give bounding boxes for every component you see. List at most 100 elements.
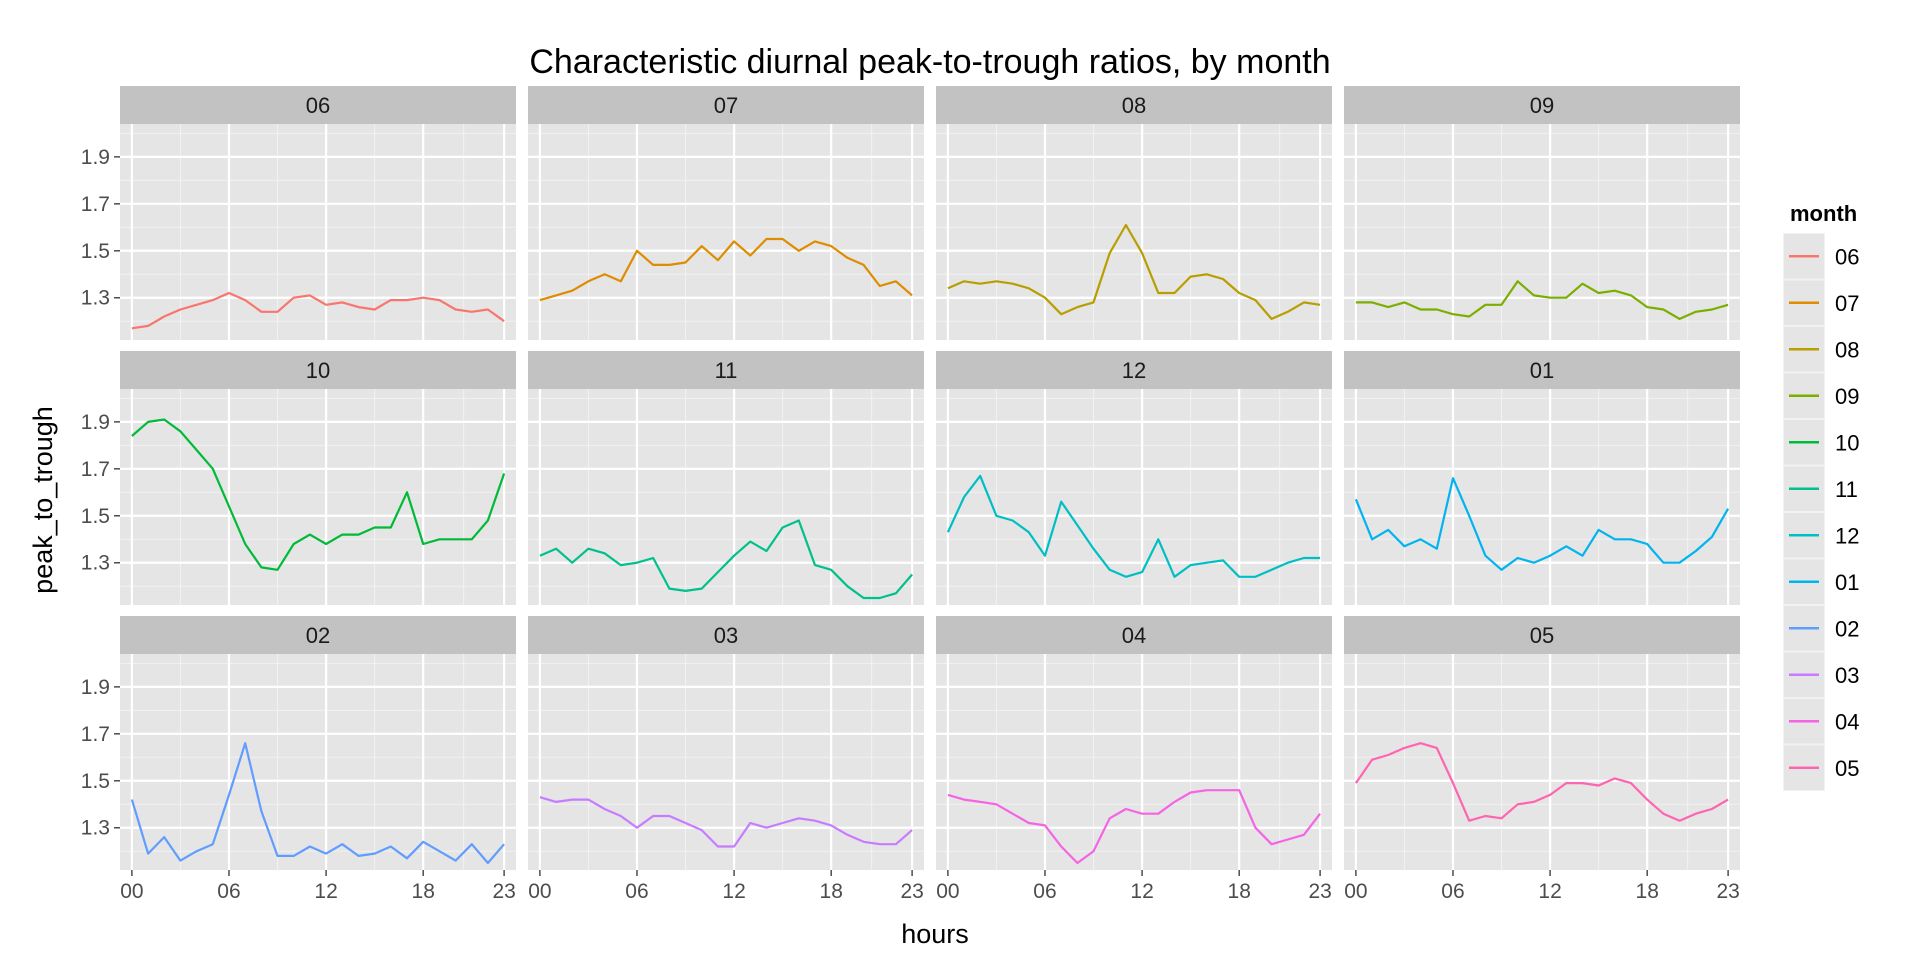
x-tick-label: 18 xyxy=(412,880,435,903)
legend-label: 03 xyxy=(1835,663,1859,688)
legend-title: month xyxy=(1790,201,1857,226)
facet-panel-07: 07 xyxy=(528,86,924,340)
legend-label: 06 xyxy=(1835,244,1859,269)
facet-panel-06: 06 xyxy=(120,86,516,340)
panel-background xyxy=(936,654,1332,870)
facet-strip xyxy=(528,616,924,654)
x-tick-label: 18 xyxy=(1228,880,1251,903)
legend-label: 04 xyxy=(1835,709,1859,734)
facet-strip xyxy=(936,86,1332,124)
panel-background xyxy=(528,124,924,340)
panel-background xyxy=(528,389,924,605)
legend-label: 02 xyxy=(1835,616,1859,641)
panel-background xyxy=(1344,389,1740,605)
y-axis-title: peak_to_trough xyxy=(28,406,58,594)
panel-background xyxy=(120,389,516,605)
x-tick-label: 06 xyxy=(625,880,648,903)
x-tick-label: 12 xyxy=(1130,880,1153,903)
panel-background xyxy=(1344,654,1740,870)
facet-panels: 06 07 08 09 10 11 12 01 02 03 04 05 xyxy=(120,86,1740,870)
facet-strip-label: 03 xyxy=(714,623,738,648)
series-line-02 xyxy=(130,742,505,865)
facet-strip-label: 09 xyxy=(1530,93,1554,118)
facet-strip xyxy=(120,351,516,389)
facet-strip xyxy=(1344,86,1740,124)
series-line-11 xyxy=(539,519,913,600)
chart-title: Characteristic diurnal peak-to-trough ra… xyxy=(529,43,1330,81)
series-line-09 xyxy=(1355,280,1729,320)
legend-label: 09 xyxy=(1835,384,1859,409)
series-line-08 xyxy=(947,223,1321,320)
x-tick-label: 12 xyxy=(1538,880,1561,903)
facet-strip-label: 04 xyxy=(1122,623,1146,648)
y-tick-label: 1.5 xyxy=(81,505,110,528)
panel-background xyxy=(120,124,516,340)
panel-background xyxy=(120,654,516,870)
x-tick-label: 00 xyxy=(120,880,143,903)
legend-label: 12 xyxy=(1835,523,1859,548)
facet-panel-11: 11 xyxy=(528,351,924,605)
x-tick-label: 06 xyxy=(1033,880,1056,903)
series-line-10 xyxy=(131,418,506,571)
y-tick-label: 1.3 xyxy=(81,287,110,310)
y-tick-label: 1.3 xyxy=(81,817,110,840)
x-tick-label: 06 xyxy=(217,880,240,903)
facet-strip xyxy=(120,86,516,124)
legend-keys-background xyxy=(1783,233,1825,791)
facet-strip-label: 08 xyxy=(1122,93,1146,118)
facet-strip-label: 07 xyxy=(714,93,738,118)
legend-label: 01 xyxy=(1835,570,1859,595)
x-tick-label: 00 xyxy=(936,880,959,903)
facet-strip-label: 01 xyxy=(1530,358,1554,383)
facet-panel-10: 10 xyxy=(120,351,516,605)
y-tick-label: 1.3 xyxy=(81,552,110,575)
facet-strip-label: 05 xyxy=(1530,623,1554,648)
y-tick-label: 1.7 xyxy=(81,458,110,481)
y-tick-label: 1.7 xyxy=(81,723,110,746)
facet-strip-label: 02 xyxy=(306,623,330,648)
y-tick-label: 1.9 xyxy=(81,146,110,169)
facet-strip xyxy=(936,351,1332,389)
facet-strip-label: 06 xyxy=(306,93,330,118)
facet-panel-04: 04 xyxy=(936,616,1332,870)
facet-strip xyxy=(120,616,516,654)
y-tick-label: 1.9 xyxy=(81,676,110,699)
facet-strip-label: 10 xyxy=(306,358,330,383)
legend-label: 08 xyxy=(1835,337,1859,362)
facet-strip-label: 11 xyxy=(715,358,738,383)
legend-label: 11 xyxy=(1835,477,1858,502)
x-tick-label: 12 xyxy=(314,880,337,903)
facet-panel-09: 09 xyxy=(1344,86,1740,340)
facet-panel-03: 03 xyxy=(528,616,924,870)
legend-label: 07 xyxy=(1835,291,1859,316)
x-tick-label: 23 xyxy=(900,880,923,903)
series-line-12 xyxy=(946,474,1321,578)
x-tick-label: 00 xyxy=(1344,880,1367,903)
x-axis-title: hours xyxy=(901,919,969,949)
y-tick-label: 1.5 xyxy=(81,240,110,263)
x-tick-label: 23 xyxy=(1308,880,1331,903)
facet-strip xyxy=(1344,351,1740,389)
x-tick-label: 18 xyxy=(820,880,843,903)
legend-label: 10 xyxy=(1835,430,1859,455)
x-tick-label: 23 xyxy=(1716,880,1739,903)
x-tick-label: 06 xyxy=(1441,880,1464,903)
y-tick-label: 1.5 xyxy=(81,770,110,793)
x-tick-label: 12 xyxy=(722,880,745,903)
facet-strip xyxy=(528,351,924,389)
series-line-04 xyxy=(947,789,1321,865)
facet-panel-05: 05 xyxy=(1344,616,1740,870)
facet-panel-12: 12 xyxy=(936,351,1332,605)
axes: 1.3 1.5 1.7 1.9 1.3 1.5 1.7 1.9 1.3 1.5 1.7 1.9 00 06… xyxy=(81,146,1740,903)
series-line-03 xyxy=(539,796,913,848)
facet-panel-02: 02 xyxy=(120,616,516,870)
series-line-05 xyxy=(1354,742,1729,822)
facet-strip xyxy=(1344,616,1740,654)
x-tick-label: 23 xyxy=(492,880,515,903)
series-line-01 xyxy=(1354,477,1730,571)
facet-strip xyxy=(936,616,1332,654)
facet-strip xyxy=(528,86,924,124)
panel-background xyxy=(528,654,924,870)
